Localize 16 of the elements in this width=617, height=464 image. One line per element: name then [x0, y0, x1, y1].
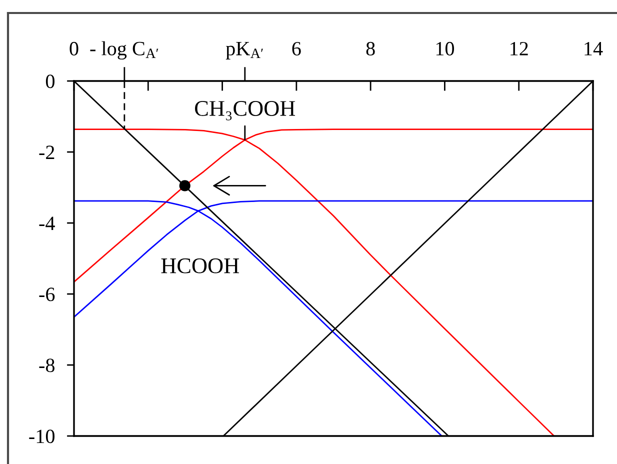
y-tick-label: -2 [39, 146, 54, 159]
y-tick-label: -4 [39, 216, 55, 230]
x-tick-label: 10 [436, 42, 454, 56]
x-tick-label: 0 [70, 42, 78, 56]
y-tick-label: 0 [46, 74, 54, 88]
annotation: CH₃COOH [195, 101, 296, 120]
x-tick-label: pK$_{A′}$ [226, 42, 263, 60]
annotation: HCOOH [161, 258, 239, 274]
x-tick-label: 6 [292, 42, 301, 56]
x-tick-label: 14 [584, 42, 603, 56]
y-tick-label: -8 [39, 358, 54, 372]
x-tick-label: - log C$_{A′}$ [90, 41, 158, 60]
y-tick-label: -10 [29, 430, 54, 444]
x-tick-label: 12 [510, 42, 528, 56]
y-tick-label: -6 [39, 288, 55, 302]
x-tick-label: 8 [366, 42, 375, 56]
